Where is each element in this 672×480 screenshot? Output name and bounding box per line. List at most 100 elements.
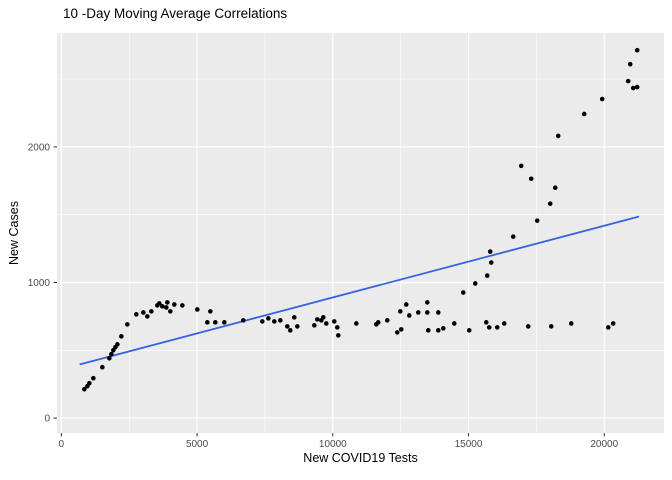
- data-point: [518, 163, 524, 169]
- data-point: [291, 315, 297, 320]
- data-point: [384, 318, 390, 323]
- data-point: [213, 320, 218, 325]
- trend-line: [79, 215, 640, 366]
- data-point: [424, 310, 430, 315]
- data-point: [107, 355, 112, 361]
- data-point: [311, 323, 317, 328]
- data-point: [487, 249, 493, 254]
- data-point: [488, 260, 494, 265]
- plot-panel: [57, 33, 664, 433]
- data-point: [125, 322, 130, 327]
- y-tick-label: 2000: [28, 142, 51, 153]
- data-point: [552, 185, 558, 191]
- data-point: [91, 375, 96, 381]
- data-point: [397, 309, 403, 314]
- data-point: [610, 321, 616, 326]
- data-point: [501, 321, 507, 326]
- data-point: [528, 176, 534, 182]
- data-point: [172, 302, 177, 307]
- y-tick-label: 1000: [28, 278, 51, 289]
- data-point: [599, 96, 605, 102]
- data-point: [260, 319, 265, 324]
- data-point: [285, 324, 290, 329]
- y-tick-label: 0: [44, 414, 50, 425]
- data-point: [510, 234, 516, 239]
- data-point: [625, 78, 631, 84]
- data-point: [605, 325, 611, 330]
- data-point: [109, 351, 114, 357]
- x-tick-label: 15000: [455, 439, 483, 450]
- data-point: [548, 324, 554, 329]
- data-point: [323, 321, 329, 326]
- data-point: [435, 328, 441, 333]
- data-point: [205, 320, 210, 325]
- data-point: [494, 325, 500, 330]
- data-point: [241, 318, 246, 323]
- y-axis-title: New Cases: [7, 201, 21, 265]
- data-point: [82, 386, 87, 392]
- data-point: [525, 324, 531, 329]
- data-point: [87, 380, 92, 386]
- data-point: [440, 326, 446, 331]
- data-point: [547, 201, 553, 207]
- data-point: [287, 328, 293, 333]
- data-point: [331, 319, 337, 324]
- data-point: [484, 273, 490, 278]
- data-point: [165, 300, 170, 305]
- data-point: [451, 321, 457, 326]
- data-point: [180, 303, 185, 308]
- data-point: [334, 325, 340, 330]
- data-point: [425, 328, 431, 333]
- data-point: [164, 305, 169, 310]
- data-point: [149, 309, 154, 314]
- data-point: [581, 111, 587, 117]
- data-point: [406, 313, 412, 318]
- data-point: [266, 316, 271, 321]
- data-point: [353, 321, 359, 326]
- data-point: [160, 304, 165, 309]
- x-tick-label: 0: [59, 439, 65, 450]
- data-point: [415, 310, 421, 315]
- data-point: [486, 325, 492, 330]
- data-point: [424, 300, 430, 305]
- data-point: [295, 324, 300, 329]
- data-point: [634, 47, 640, 53]
- data-point: [195, 307, 200, 312]
- x-tick-label: 10000: [319, 439, 347, 450]
- data-point: [634, 84, 640, 90]
- x-tick-label: 5000: [186, 439, 209, 450]
- data-point: [145, 314, 150, 319]
- data-point: [555, 133, 561, 139]
- data-point: [320, 315, 326, 320]
- data-point: [272, 319, 277, 324]
- data-point: [208, 309, 213, 314]
- data-point: [335, 333, 341, 338]
- data-point: [141, 310, 146, 315]
- data-point: [435, 310, 441, 315]
- x-axis-title: New COVID19 Tests: [303, 451, 418, 465]
- data-point: [115, 342, 120, 347]
- data-point: [460, 290, 466, 295]
- data-point: [398, 327, 404, 332]
- data-point: [278, 318, 283, 323]
- data-point: [630, 85, 636, 91]
- data-point: [472, 281, 478, 286]
- data-point: [394, 330, 400, 335]
- data-point: [627, 61, 633, 67]
- data-point: [568, 321, 574, 326]
- data-point: [314, 317, 320, 322]
- data-point: [134, 312, 139, 317]
- data-point: [119, 334, 124, 339]
- data-point: [375, 320, 381, 325]
- data-point: [403, 302, 409, 307]
- data-point: [483, 320, 489, 325]
- chart-title: 10 -Day Moving Average Correlations: [63, 6, 288, 21]
- data-point: [100, 364, 105, 370]
- data-point: [534, 218, 540, 223]
- data-point: [157, 301, 162, 306]
- data-point: [168, 309, 173, 314]
- data-point: [466, 328, 472, 333]
- x-tick-label: 20000: [590, 439, 618, 450]
